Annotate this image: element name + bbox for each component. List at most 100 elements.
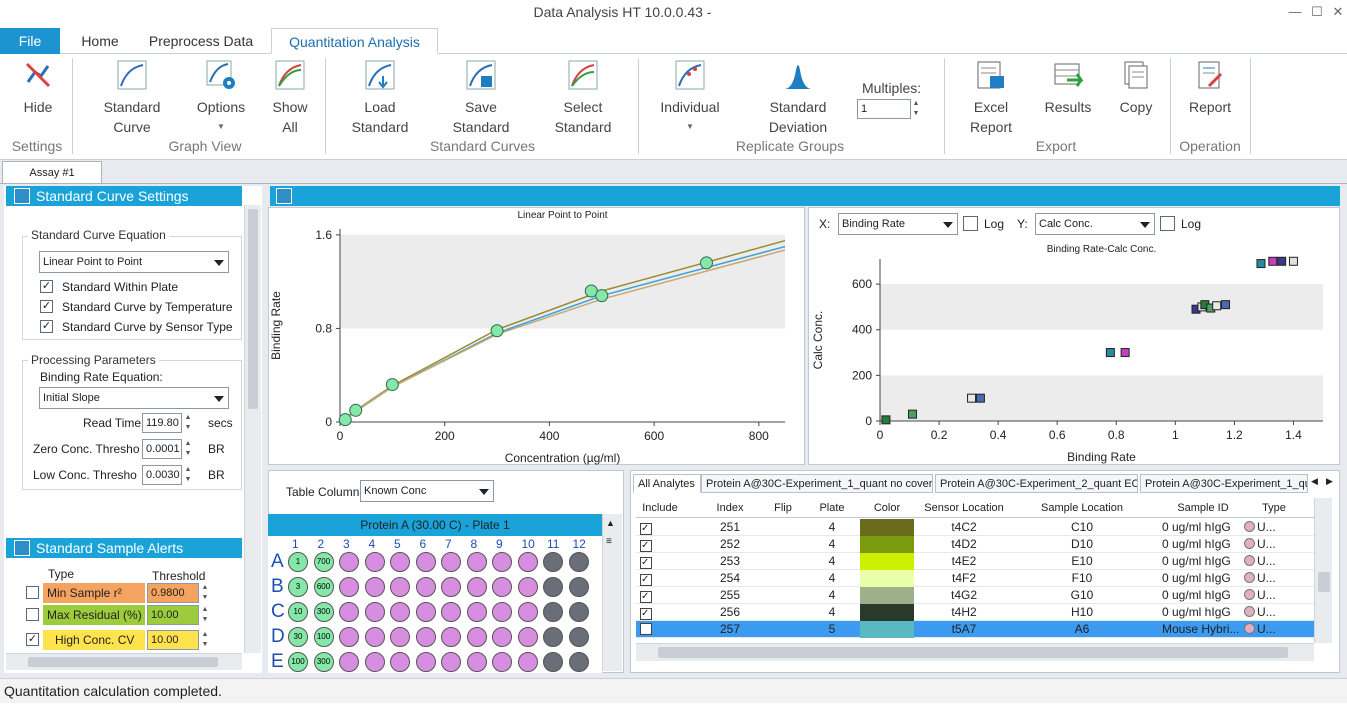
include-checkbox[interactable]: ✓ <box>636 570 684 587</box>
read-time-input[interactable]: 119.80 <box>142 413 182 433</box>
table-header-cell[interactable]: Sensor Location <box>924 502 1004 514</box>
plate-well[interactable] <box>517 552 538 572</box>
scroll-up-icon[interactable]: ▲ <box>606 518 615 528</box>
x-axis-select[interactable]: Binding Rate <box>838 213 958 235</box>
standard-curve-by-sensor-type-checkbox[interactable]: ✓ <box>40 320 53 333</box>
plate-well[interactable] <box>364 652 385 672</box>
standard-curve-button[interactable]: Standard Curve <box>92 60 172 137</box>
standard-deviation-button[interactable]: Standard Deviation <box>755 60 841 137</box>
plate-well[interactable] <box>441 552 461 572</box>
table-header-cell[interactable]: Plate <box>819 502 845 514</box>
tab-analyte-2[interactable]: Protein A@30C-Experiment_2_quant EC <box>935 474 1138 493</box>
table-header-cell[interactable]: Index <box>716 502 744 514</box>
report-button[interactable]: Report <box>1178 60 1242 117</box>
plate-well[interactable] <box>543 652 563 672</box>
plate-well[interactable] <box>466 602 487 622</box>
tab-preprocess-data[interactable]: Preprocess Data <box>148 33 254 49</box>
plate-well[interactable] <box>339 552 359 572</box>
plate-well[interactable] <box>364 602 385 622</box>
plate-well[interactable] <box>390 627 410 647</box>
plate-well[interactable] <box>466 627 487 647</box>
save-standard-button[interactable]: Save Standard <box>440 60 522 137</box>
zero-conc-spinner[interactable]: ▲ ▼ <box>184 440 192 457</box>
high-conc-cv-input[interactable]: 10.00 <box>147 630 199 650</box>
table-row[interactable]: 257 5 t5A7 A6 Mouse Hybri... U... <box>636 621 1314 638</box>
show-all-button[interactable]: Show All <box>262 60 318 137</box>
plate-well[interactable] <box>441 577 461 597</box>
min-sample-r2-spinner[interactable]: ▲ ▼ <box>201 584 209 601</box>
tab-assay-1[interactable]: Assay #1 <box>2 161 102 183</box>
plate-well[interactable] <box>568 552 589 572</box>
table-row[interactable]: ✓ 255 4 t4G2 G10 0 ug/ml hIgG U... <box>636 587 1314 604</box>
plate-well[interactable] <box>568 577 589 597</box>
plate-well[interactable] <box>492 602 512 622</box>
tab-all-analytes[interactable]: All Analytes <box>633 474 701 493</box>
table-row[interactable]: ✓ 254 4 t4F2 F10 0 ug/ml hIgG U... <box>636 570 1314 587</box>
plate-well[interactable] <box>339 652 359 672</box>
high-conc-cv-checkbox[interactable]: ✓ <box>26 633 39 646</box>
tab-scroll-right-icon[interactable]: ▶ <box>1326 476 1333 486</box>
multiples-spinner[interactable]: ▲ ▼ <box>912 100 920 117</box>
table-header-cell[interactable]: Include <box>642 502 678 514</box>
copy-button[interactable]: Copy <box>1108 60 1164 117</box>
equation-select[interactable]: Linear Point to Point <box>39 251 229 273</box>
min-sample-r2-input[interactable]: 0.9800 <box>147 583 199 603</box>
plate-well[interactable] <box>339 627 359 647</box>
plate-well[interactable] <box>441 602 461 622</box>
standard-within-plate-checkbox[interactable]: ✓ <box>40 280 53 293</box>
standard-curve-by-temperature-checkbox[interactable]: ✓ <box>40 300 53 313</box>
high-conc-cv-spinner[interactable]: ▲ ▼ <box>201 631 209 648</box>
plate-well[interactable] <box>517 627 538 647</box>
plate-well[interactable] <box>466 552 487 572</box>
plate-well[interactable] <box>568 627 589 647</box>
hide-button[interactable]: Hide <box>10 60 66 117</box>
plate-well[interactable]: 30 <box>288 627 308 647</box>
excel-report-button[interactable]: Excel Report <box>958 60 1024 137</box>
include-checkbox[interactable]: ✓ <box>636 519 684 536</box>
close-icon[interactable]: ✕ <box>1332 4 1344 19</box>
max-residual-checkbox[interactable] <box>26 608 39 621</box>
plate-scrollbar[interactable]: ▲ ≡ <box>602 514 622 671</box>
low-conc-spinner[interactable]: ▲ ▼ <box>184 466 192 483</box>
plate-well[interactable]: 300 <box>313 602 334 622</box>
min-sample-r2-checkbox[interactable] <box>26 586 39 599</box>
plate-well[interactable] <box>390 577 410 597</box>
y-log-checkbox[interactable] <box>1160 216 1175 231</box>
plate-well[interactable] <box>390 602 410 622</box>
plate-well[interactable]: 100 <box>288 652 308 672</box>
plate-well[interactable] <box>543 552 563 572</box>
table-row[interactable]: ✓ 253 4 t4E2 E10 0 ug/ml hIgG U... <box>636 553 1314 570</box>
plate-well[interactable]: 100 <box>313 627 334 647</box>
results-button[interactable]: Results <box>1036 60 1100 117</box>
table-hscrollbar[interactable] <box>636 643 1314 661</box>
settings-hscrollbar[interactable] <box>6 653 242 670</box>
plate-well[interactable] <box>517 602 538 622</box>
select-standard-button[interactable]: Select Standard <box>540 60 626 137</box>
plate-well[interactable] <box>568 602 589 622</box>
minimize-icon[interactable]: — <box>1288 4 1302 19</box>
zero-conc-input[interactable]: 0.0001 <box>142 439 182 459</box>
table-header-cell[interactable]: Flip <box>774 502 792 514</box>
plate-well[interactable] <box>415 627 436 647</box>
plate-well[interactable] <box>517 652 538 672</box>
table-column-select[interactable]: Known Conc <box>360 480 494 502</box>
max-residual-spinner[interactable]: ▲ ▼ <box>201 606 209 623</box>
tab-home[interactable]: Home <box>81 33 119 49</box>
table-header-cell[interactable]: Sample Location <box>1041 502 1123 514</box>
plate-well[interactable] <box>390 652 410 672</box>
plate-well[interactable] <box>415 552 436 572</box>
maximize-icon[interactable]: ☐ <box>1311 4 1323 19</box>
plate-well[interactable] <box>543 627 563 647</box>
table-header-cell[interactable]: Sample ID <box>1177 502 1229 514</box>
plate-well[interactable]: 300 <box>313 652 334 672</box>
table-row[interactable]: ✓ 252 4 t4D2 D10 0 ug/ml hIgG U... <box>636 536 1314 553</box>
include-checkbox[interactable]: ✓ <box>636 587 684 604</box>
plate-well[interactable]: 3 <box>288 577 308 597</box>
y-axis-select[interactable]: Calc Conc. <box>1035 213 1155 235</box>
individual-button[interactable]: Individual ▼ <box>650 60 730 137</box>
max-residual-input[interactable]: 10.00 <box>147 605 199 625</box>
table-row[interactable]: ✓ 256 4 t4H2 H10 0 ug/ml hIgG U... <box>636 604 1314 621</box>
settings-scrollbar[interactable] <box>244 205 261 653</box>
tab-file[interactable]: File <box>0 28 60 54</box>
plate-well[interactable] <box>415 577 436 597</box>
